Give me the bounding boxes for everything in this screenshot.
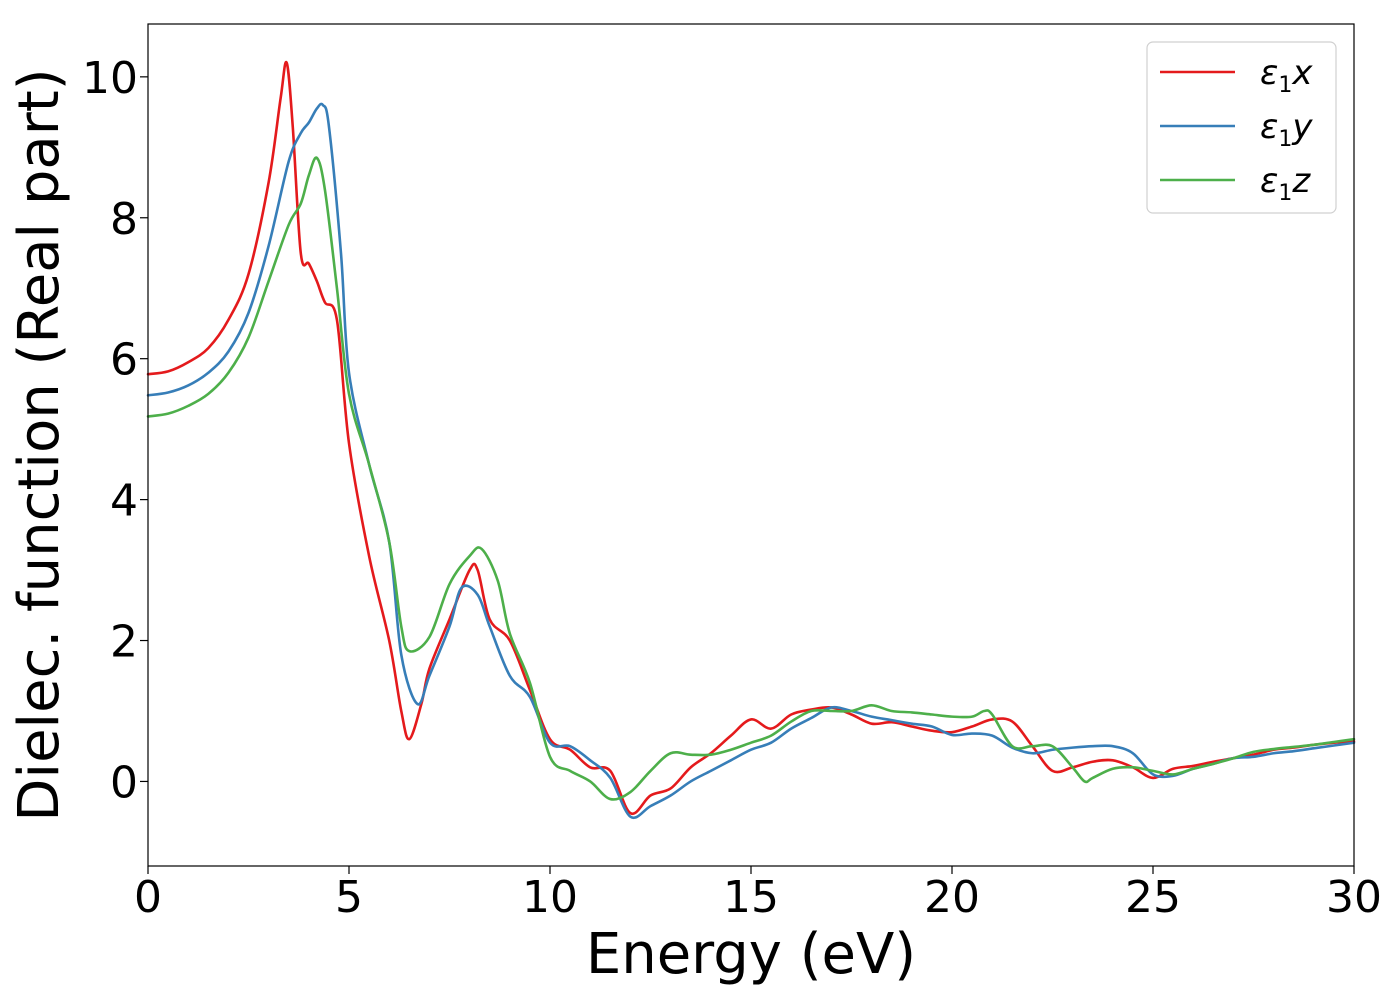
legend-suffix: x — [1291, 53, 1313, 93]
x-tick-label: 10 — [522, 872, 578, 923]
series-layer — [146, 60, 1356, 820]
x-tick-label: 25 — [1125, 872, 1181, 923]
legend-subscript: 1 — [1278, 73, 1292, 98]
x-tick-label: 20 — [924, 872, 980, 923]
series-line-x — [146, 60, 1356, 816]
y-tick-label: 0 — [110, 757, 138, 808]
series-line-z — [146, 156, 1356, 801]
series-line-y — [146, 102, 1356, 820]
x-tick-label: 0 — [134, 872, 162, 923]
legend-symbol: ε — [1260, 107, 1278, 147]
y-tick-label: 2 — [110, 617, 138, 668]
x-axis-title: Energy (eV) — [586, 922, 916, 987]
x-ticks: 0 5 10 15 20 25 30 — [134, 866, 1382, 923]
x-tick-label: 15 — [723, 872, 779, 923]
y-tick-label: 8 — [110, 194, 138, 245]
legend-subscript: 1 — [1278, 127, 1292, 152]
legend-subscript: 1 — [1278, 181, 1292, 206]
y-tick-label: 6 — [110, 335, 138, 386]
y-tick-label: 10 — [82, 53, 138, 104]
y-axis-title: Dielec. function (Real part) — [7, 68, 72, 821]
x-tick-label: 5 — [335, 872, 363, 923]
legend-symbol: ε — [1260, 53, 1278, 93]
legend-label-z: ε1z — [1260, 161, 1311, 206]
x-tick-label: 30 — [1326, 872, 1382, 923]
legend-label-x: ε1x — [1260, 53, 1313, 98]
legend-label-y: ε1y — [1260, 107, 1313, 152]
y-tick-label: 4 — [110, 476, 138, 527]
y-ticks: 0 2 4 6 8 10 — [82, 53, 148, 808]
legend-suffix: y — [1291, 107, 1313, 147]
legend-suffix: z — [1291, 161, 1311, 201]
legend-symbol: ε — [1260, 161, 1278, 201]
legend-box — [1146, 41, 1337, 214]
